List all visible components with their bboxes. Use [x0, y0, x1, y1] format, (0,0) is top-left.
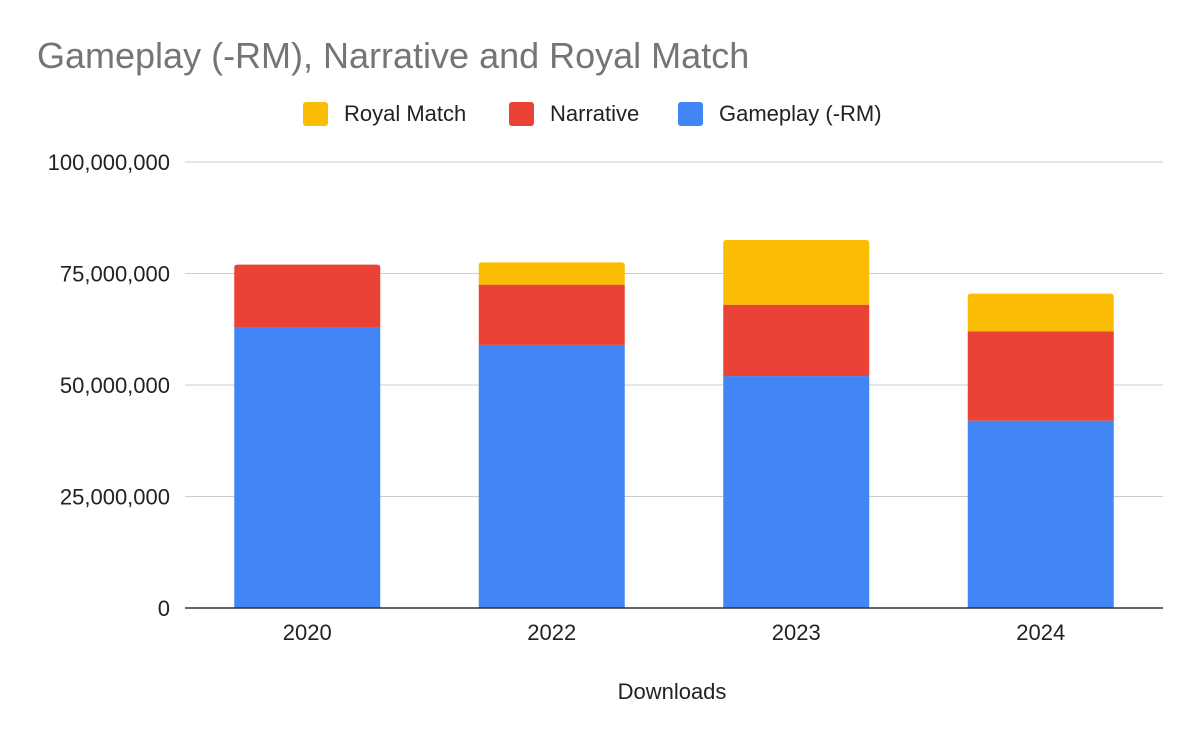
- legend: Royal Match Narrative Gameplay (-RM): [303, 101, 882, 126]
- x-tick-label: 2022: [527, 620, 576, 645]
- x-axis-label: Downloads: [618, 679, 727, 704]
- x-tick-label: 2024: [1016, 620, 1065, 645]
- y-tick-label: 0: [158, 596, 170, 621]
- bar-narrative-2022: [478, 284, 625, 345]
- bar-gameplay-rm-2024: [967, 420, 1114, 608]
- bar-narrative-2020: [234, 264, 381, 328]
- bar-royal-match-2023: [723, 240, 870, 305]
- legend-label-narrative: Narrative: [550, 101, 639, 126]
- bar-gameplay-rm-2020: [234, 327, 381, 608]
- legend-label-gameplay-rm: Gameplay (-RM): [719, 101, 882, 126]
- bar-narrative-2023: [723, 304, 870, 377]
- legend-label-royal-match: Royal Match: [344, 101, 466, 126]
- bar-royal-match-2024: [967, 293, 1114, 332]
- y-tick-label: 75,000,000: [60, 262, 170, 287]
- x-axis: 2020 2022 2023 2024: [185, 607, 1163, 645]
- x-tick-label: 2023: [772, 620, 821, 645]
- x-tick-label: 2020: [283, 620, 332, 645]
- legend-swatch-narrative: [509, 102, 534, 126]
- y-tick-label: 100,000,000: [48, 150, 170, 175]
- bar-narrative-2024: [967, 331, 1114, 421]
- bar-gameplay-rm-2022: [478, 344, 625, 608]
- y-tick-label: 25,000,000: [60, 485, 170, 510]
- y-tick-label: 50,000,000: [60, 373, 170, 398]
- bar-gameplay-rm-2023: [723, 376, 870, 608]
- legend-swatch-royal-match: [303, 102, 328, 126]
- bars: [234, 240, 1114, 608]
- legend-swatch-gameplay-rm: [678, 102, 703, 126]
- y-axis: 0 25,000,000 50,000,000 75,000,000 100,000,0…: [48, 150, 170, 621]
- chart-title: Gameplay (-RM), Narrative and Royal Matc…: [37, 35, 749, 76]
- bar-royal-match-2022: [478, 262, 625, 285]
